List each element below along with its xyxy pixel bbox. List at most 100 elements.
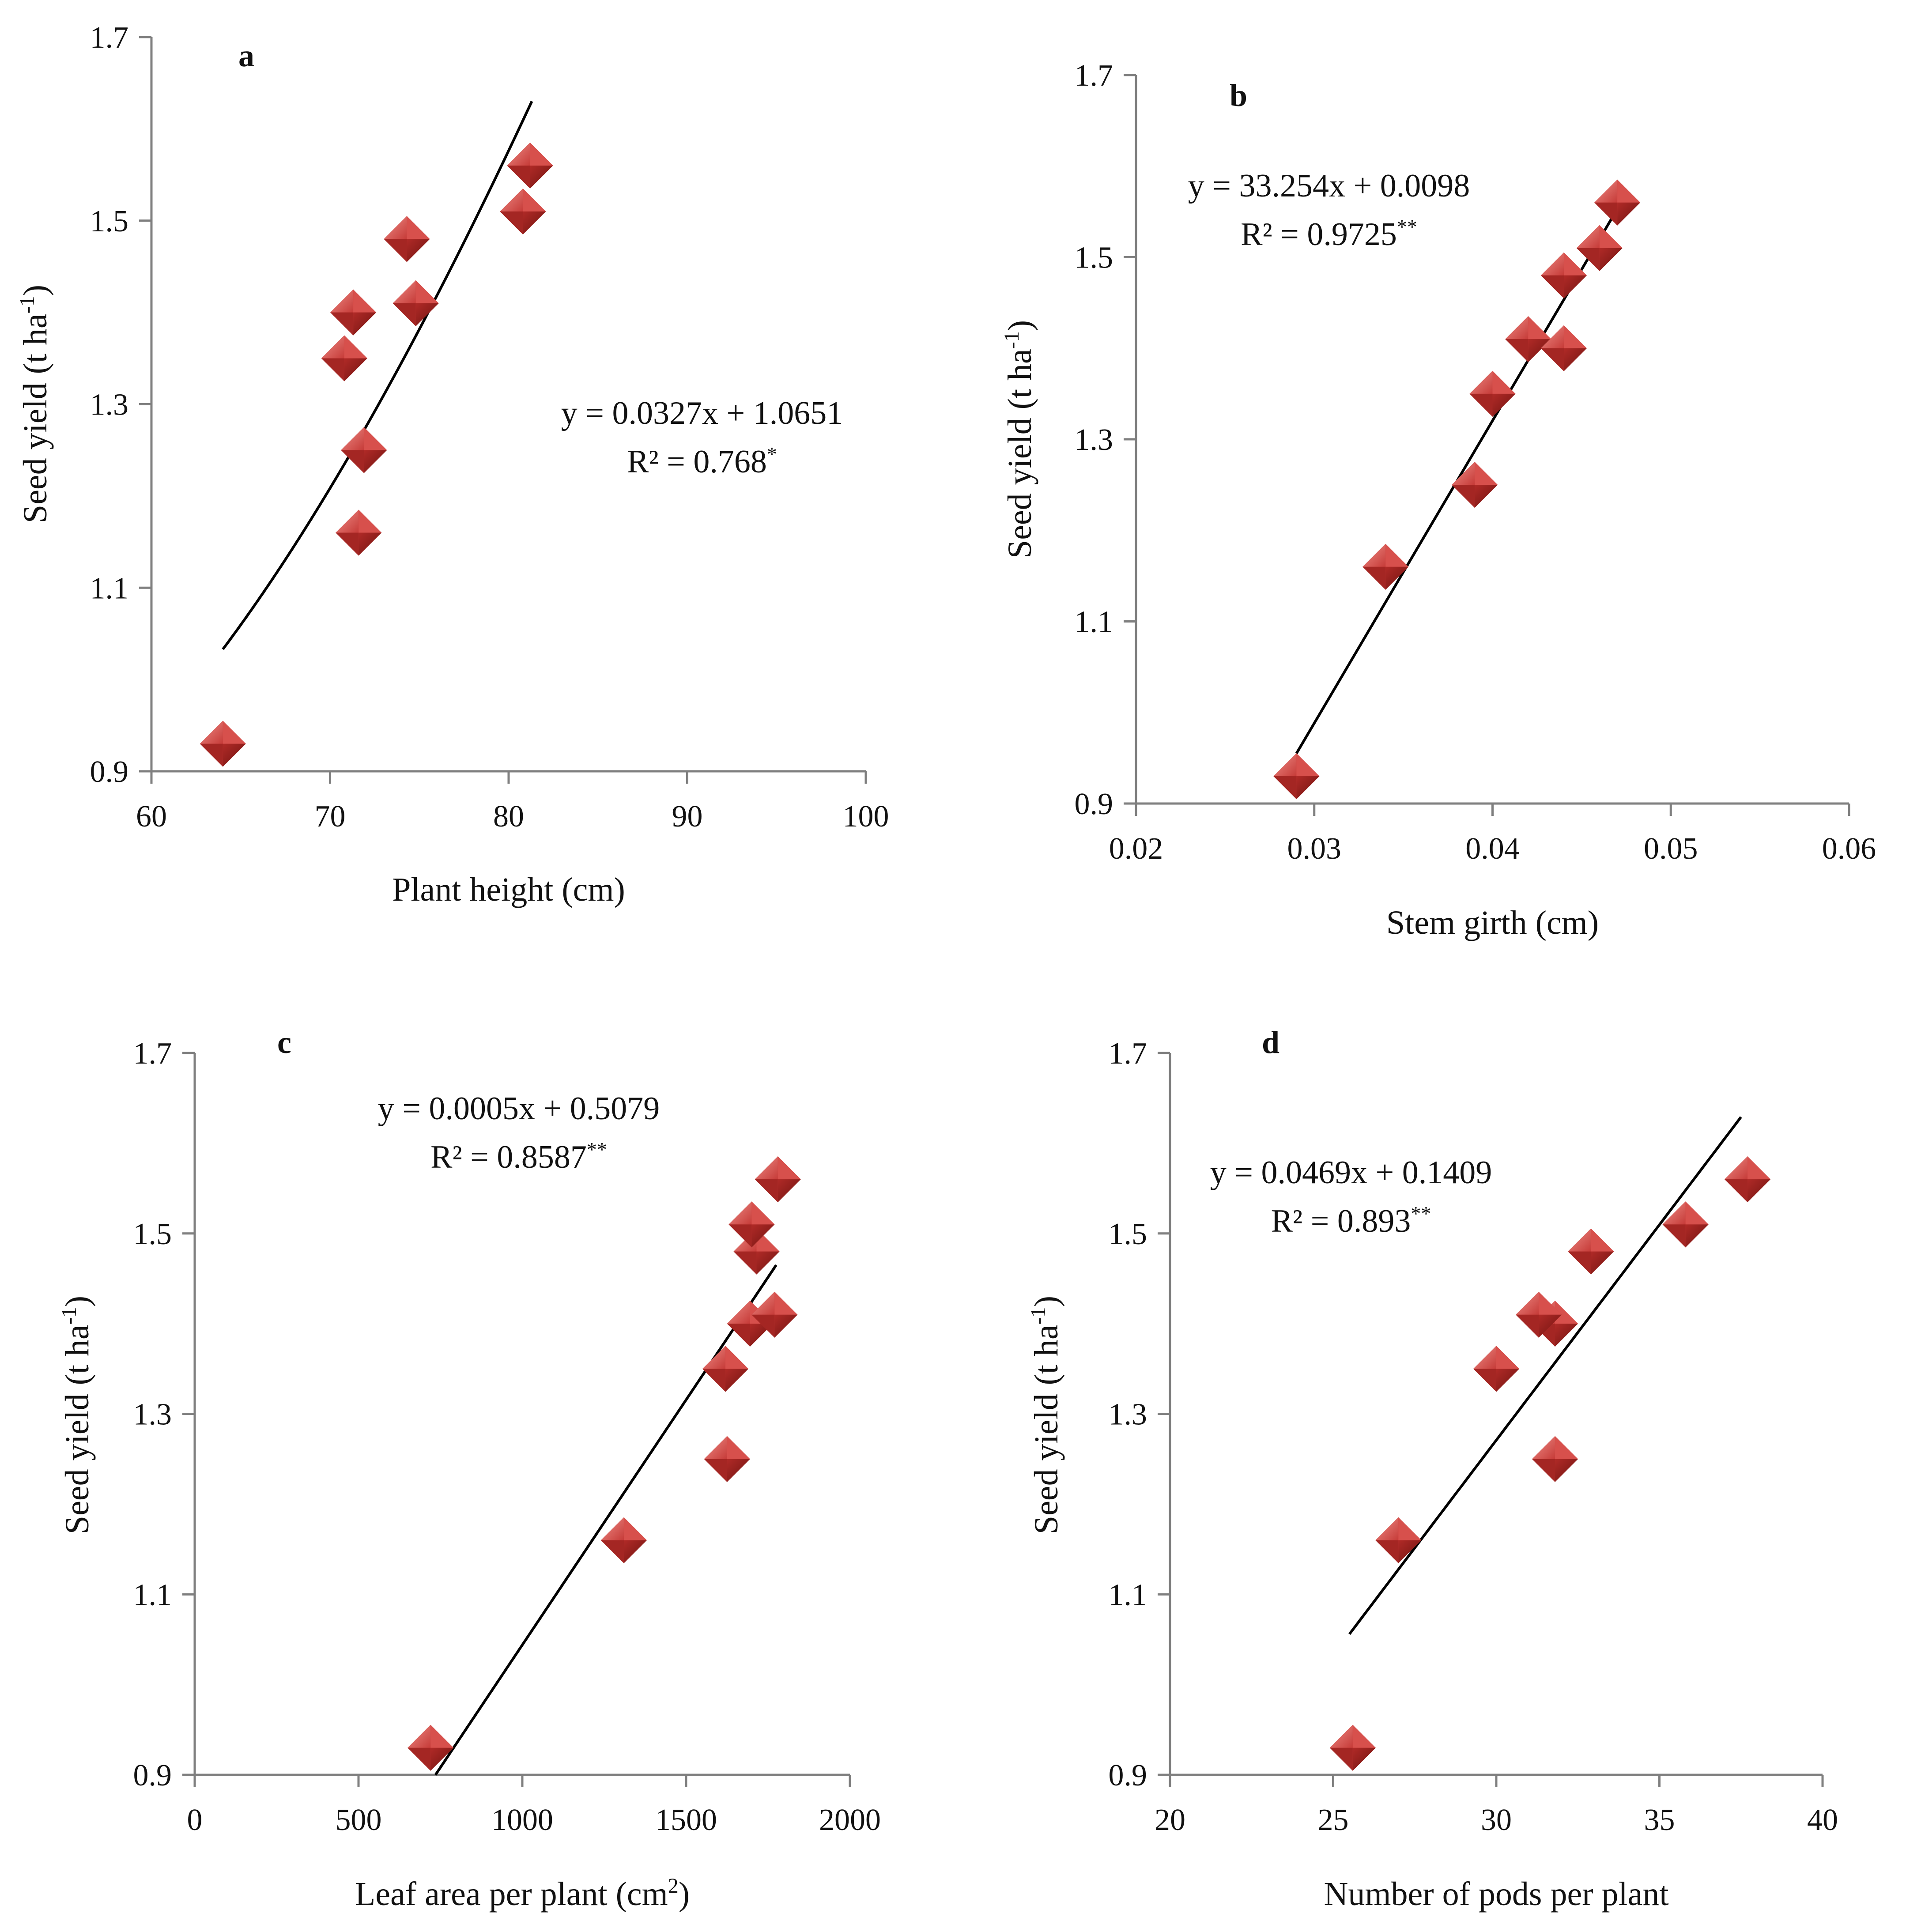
marker-facet-top-left: [1505, 316, 1529, 340]
marker-facet-top-left: [755, 1156, 778, 1180]
marker-facet-top-left: [321, 335, 344, 358]
marker-facet-bottom-right: [774, 1314, 798, 1338]
chart-b-y-axis-title: Seed yield (t ha-1): [1000, 320, 1038, 558]
chart-c-point-3: [704, 1436, 750, 1482]
marker-facet-bottom-right: [1591, 1251, 1614, 1275]
chart-c-y-tick-label: 1.3: [133, 1398, 172, 1432]
chart-a-point-5: [341, 427, 387, 473]
marker-facet-top-left: [702, 1346, 726, 1369]
marker-facet-bottom-right: [1296, 776, 1320, 800]
marker-facet-top-right: [1685, 1201, 1709, 1225]
marker-facet-bottom-left: [1452, 485, 1475, 508]
marker-facet-top-right: [364, 427, 387, 450]
marker-facet-top-right: [359, 509, 382, 533]
chart-a-trendline: [222, 101, 533, 650]
chart-c-y-axis-title: Seed yield (t ha-1): [57, 1296, 96, 1534]
marker-facet-bottom-left: [321, 358, 344, 381]
marker-facet-bottom-left: [727, 1324, 750, 1347]
chart-c-x-tick-label: 0: [187, 1803, 203, 1837]
marker-facet-top-right: [725, 1346, 749, 1369]
marker-facet-top-right: [777, 1156, 801, 1180]
chart-d-point-3: [1532, 1436, 1578, 1482]
marker-facet-bottom-right: [344, 358, 367, 381]
chart-a-point-8: [500, 188, 546, 234]
marker-facet-top-right: [1591, 1228, 1614, 1252]
marker-facet-top-left: [330, 289, 354, 313]
marker-facet-top-right: [523, 188, 546, 211]
chart-a-r-squared: R² = 0.768*: [627, 443, 777, 480]
chart-a-point-7: [393, 280, 439, 326]
marker-facet-bottom-left: [728, 1224, 752, 1248]
chart-d-point-1: [1329, 1724, 1376, 1771]
marker-facet-bottom-left: [1662, 1224, 1686, 1248]
marker-facet-bottom-right: [364, 450, 387, 473]
chart-c-panel-letter: c: [277, 1025, 291, 1060]
marker-facet-top-left: [1273, 753, 1297, 777]
marker-facet-bottom-left: [1273, 776, 1297, 800]
chart-b-point-8: [1576, 225, 1623, 271]
chart-c-x-tick-label: 2000: [819, 1803, 881, 1837]
chart-c-y-tick-label: 1.5: [133, 1217, 172, 1251]
chart-c-x-axis-title: Leaf area per plant (cm2): [355, 1874, 690, 1913]
marker-facet-bottom-left: [1576, 248, 1600, 271]
chart-b-point-2: [1363, 543, 1409, 590]
marker-facet-bottom-left: [384, 239, 407, 262]
marker-facet-top-left: [704, 1436, 727, 1459]
marker-facet-top-left: [1516, 1291, 1539, 1315]
marker-facet-bottom-left: [500, 211, 523, 234]
chart-b-point-1: [1273, 753, 1320, 800]
chart-a-x-tick-label: 80: [493, 800, 524, 834]
chart-a-y-tick-label: 1.5: [90, 204, 129, 238]
marker-facet-bottom-right: [756, 1251, 780, 1275]
marker-facet-top-right: [1564, 252, 1587, 275]
marker-facet-bottom-left: [704, 1459, 727, 1482]
marker-facet-bottom-left: [1541, 348, 1564, 371]
marker-facet-bottom-right: [1385, 566, 1409, 590]
chart-a-x-tick-label: 60: [136, 800, 167, 834]
marker-facet-bottom-left: [751, 1314, 775, 1338]
chart-c-point-6: [751, 1291, 798, 1338]
chart-c-x-tick-label: 1500: [655, 1803, 717, 1837]
chart-c-y-tick-label: 1.1: [133, 1578, 172, 1612]
marker-facet-top-right: [1475, 462, 1498, 485]
chart-c-trendline: [434, 1264, 777, 1776]
chart-d-point-9: [1725, 1156, 1771, 1203]
marker-facet-bottom-left: [1375, 1540, 1399, 1563]
marker-facet-top-left: [1662, 1201, 1686, 1225]
marker-facet-bottom-left: [1532, 1459, 1555, 1482]
marker-facet-top-right: [1617, 179, 1641, 203]
marker-facet-bottom-right: [624, 1540, 647, 1563]
marker-facet-top-right: [624, 1517, 647, 1540]
marker-facet-top-left: [727, 1301, 750, 1324]
chart-c-point-1: [408, 1724, 454, 1771]
marker-facet-top-left: [751, 1291, 775, 1315]
marker-facet-top-left: [1594, 179, 1618, 203]
chart-b-x-tick-label: 0.05: [1644, 832, 1698, 866]
marker-facet-top-left: [1473, 1346, 1496, 1369]
chart-c-y-tick-label: 0.9: [133, 1758, 172, 1792]
marker-facet-bottom-left: [330, 312, 354, 336]
chart-b-y-tick-label: 1.1: [1075, 605, 1113, 639]
marker-facet-bottom-left: [1363, 566, 1386, 590]
marker-facet-bottom-right: [1747, 1179, 1771, 1203]
marker-facet-bottom-right: [1352, 1747, 1376, 1771]
chart-d-r-squared: R² = 0.893**: [1271, 1202, 1431, 1239]
marker-facet-top-right: [407, 216, 430, 239]
marker-facet-top-left: [1329, 1724, 1353, 1748]
marker-facet-top-left: [507, 143, 530, 166]
marker-facet-top-right: [223, 721, 246, 744]
marker-facet-bottom-left: [1516, 1314, 1539, 1338]
marker-facet-bottom-right: [353, 312, 377, 336]
marker-facet-top-left: [200, 721, 223, 744]
marker-facet-top-right: [727, 1436, 750, 1459]
marker-facet-top-right: [1398, 1517, 1422, 1540]
chart-a-x-tick-label: 90: [672, 800, 703, 834]
chart-b-x-axis-title: Stem girth (cm): [1386, 904, 1599, 941]
marker-facet-top-right: [1539, 1291, 1562, 1315]
marker-facet-bottom-right: [223, 743, 246, 767]
marker-facet-bottom-left: [702, 1369, 726, 1392]
chart-d-point-4: [1473, 1346, 1519, 1392]
marker-facet-top-right: [1528, 316, 1551, 340]
marker-facet-bottom-left: [507, 166, 530, 189]
